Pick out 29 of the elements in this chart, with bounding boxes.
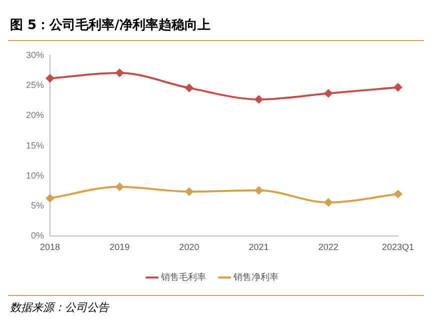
point <box>324 89 332 98</box>
y-tick-label: 20% <box>26 110 44 120</box>
y-tick-label: 30% <box>26 50 44 60</box>
x-tick-label: 2019 <box>110 242 130 252</box>
point <box>254 95 263 104</box>
source-note: 数据来源：公司公告 <box>10 300 109 315</box>
x-tick-label: 2022 <box>318 242 338 252</box>
point <box>324 198 332 206</box>
y-tick-label: 10% <box>26 170 44 180</box>
point <box>185 188 194 196</box>
y-tick-label: 15% <box>26 140 44 150</box>
point <box>394 190 402 198</box>
legend-label: 销售净利率 <box>232 272 278 282</box>
legend-label: 销售毛利率 <box>160 272 206 282</box>
chart-title: 图 5：公司毛利率/净利率趋稳向上 <box>10 16 210 34</box>
point <box>254 186 263 194</box>
y-tick-label: 25% <box>26 80 44 90</box>
point <box>185 84 194 92</box>
point <box>394 83 402 92</box>
y-tick-label: 5% <box>31 200 44 211</box>
x-tick-label: 2021 <box>248 242 269 252</box>
y-tick-label: 0% <box>31 230 44 241</box>
point <box>116 182 124 191</box>
x-tick-label: 2018 <box>40 242 60 252</box>
point <box>116 68 124 77</box>
x-tick-label: 2020 <box>179 242 200 252</box>
x-tick-label: 2023Q1 <box>382 242 414 252</box>
point <box>46 74 54 82</box>
point <box>46 194 54 202</box>
